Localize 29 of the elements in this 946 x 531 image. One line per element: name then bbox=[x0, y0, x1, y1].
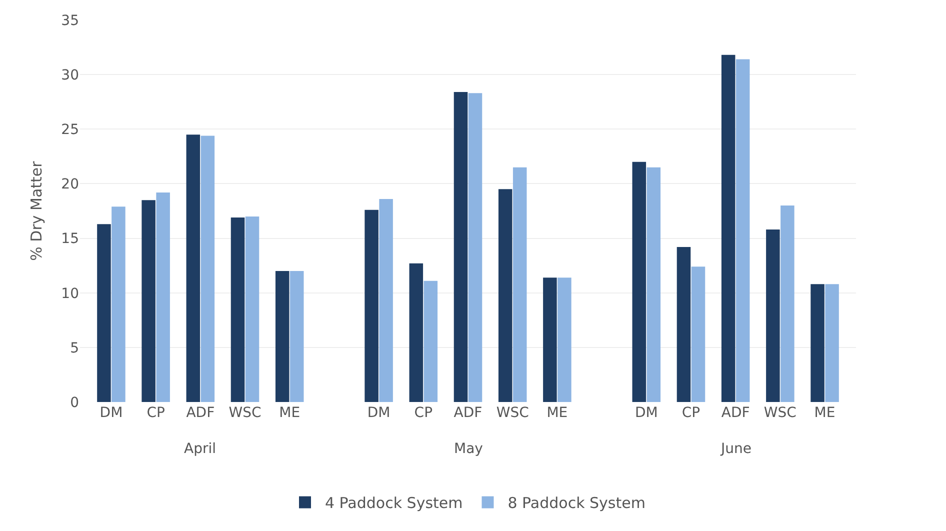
y-tick-label: 5 bbox=[70, 340, 79, 356]
x-tick-label: DM bbox=[634, 405, 658, 421]
y-tick-label: 35 bbox=[61, 12, 79, 29]
x-tick-label: ADF bbox=[721, 405, 750, 421]
x-tick-label: DM bbox=[367, 405, 390, 421]
x-tick-label: ME bbox=[279, 405, 300, 421]
x-tick-label: ME bbox=[546, 405, 568, 421]
y-tick-label: 20 bbox=[61, 176, 79, 193]
text: June bbox=[720, 441, 752, 457]
text: April bbox=[184, 441, 216, 457]
legend-label: 4 Paddock System bbox=[325, 494, 463, 512]
x-tick-label: WSC bbox=[764, 405, 797, 421]
x-tick-label: ADF bbox=[454, 405, 482, 421]
x-tick-label: CP bbox=[146, 405, 165, 421]
y-tick-label: 30 bbox=[61, 67, 79, 84]
y-axis-title: % Dry Matter bbox=[27, 160, 46, 261]
x-tick-label: ME bbox=[814, 405, 836, 421]
x-tick-label: DM bbox=[100, 405, 123, 421]
x-tick-label: WSC bbox=[228, 405, 262, 421]
y-tick-label: 25 bbox=[61, 122, 79, 138]
x-tick-label: ADF bbox=[186, 405, 215, 421]
y-tick-label: 0 bbox=[70, 394, 79, 411]
y-tick-label: 10 bbox=[61, 286, 79, 302]
x-tick-label: CP bbox=[682, 405, 700, 421]
legend-label: 8 Paddock System bbox=[508, 494, 646, 512]
text: May bbox=[454, 441, 483, 457]
x-tick-label: WSC bbox=[496, 405, 530, 421]
y-tick-label: 15 bbox=[61, 231, 79, 248]
x-tick-label: CP bbox=[414, 405, 433, 421]
